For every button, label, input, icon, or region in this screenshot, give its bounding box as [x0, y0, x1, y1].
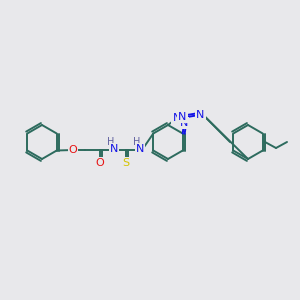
Text: N: N [196, 110, 205, 120]
Text: S: S [122, 158, 130, 168]
Text: H: H [133, 137, 141, 147]
Text: N: N [136, 144, 144, 154]
Text: O: O [96, 158, 104, 168]
Text: N: N [172, 113, 181, 124]
Text: O: O [69, 145, 77, 155]
Text: H: H [107, 137, 115, 147]
Text: N: N [180, 118, 188, 128]
Text: N: N [178, 112, 187, 122]
Text: N: N [110, 144, 118, 154]
